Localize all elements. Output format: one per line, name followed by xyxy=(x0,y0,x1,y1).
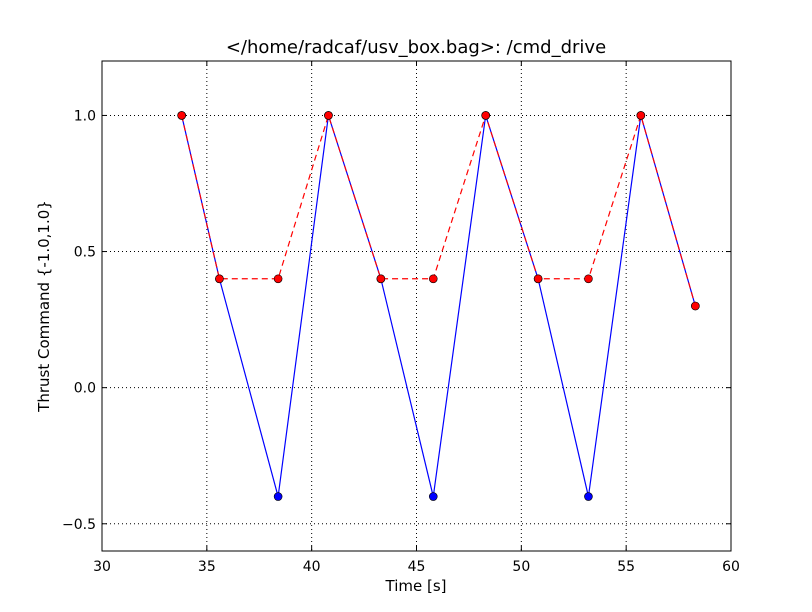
y-tick-label: 0.5 xyxy=(74,245,96,261)
y-tick-label: 1.0 xyxy=(74,108,96,124)
series-2-point xyxy=(428,274,438,284)
y-tick-label: 0.0 xyxy=(74,381,96,397)
x-tick-label: 50 xyxy=(512,559,530,575)
series-1-line xyxy=(181,115,696,497)
series-2-point xyxy=(636,111,646,120)
series-2-point xyxy=(481,111,490,120)
x-tick-label: 55 xyxy=(617,559,635,575)
x-tick-label: 45 xyxy=(408,559,426,575)
series-2-point xyxy=(324,111,333,120)
x-axis-label: Time [s] xyxy=(385,577,447,595)
series-2-point xyxy=(177,111,186,120)
x-tick-label: 35 xyxy=(198,559,216,575)
series-1-point xyxy=(273,492,283,501)
series-1-point xyxy=(584,492,593,501)
x-tick-label: 30 xyxy=(93,559,111,575)
x-tick-label: 40 xyxy=(303,559,321,575)
y-tick-label: −0.5 xyxy=(62,517,96,533)
series-2-point xyxy=(376,274,386,284)
chart-title: </home/radcaf/usv_box.bag>: /cmd_drive xyxy=(226,37,606,58)
axis-ticks: 30 35 40 45 50 55 60 −0.5 0.0 0.5 1.0 xyxy=(62,61,740,575)
series-2-point xyxy=(584,274,593,284)
series-1-point xyxy=(428,492,438,501)
series-2-point xyxy=(273,274,283,284)
series-2-point xyxy=(691,301,700,311)
x-tick-label: 60 xyxy=(722,559,740,575)
series-2-point xyxy=(533,274,543,284)
grid-lines xyxy=(102,61,731,551)
series-2-point xyxy=(215,274,224,284)
y-axis-label: Thrust Command {-1.0,1.0} xyxy=(35,200,53,413)
data-series xyxy=(177,111,700,501)
